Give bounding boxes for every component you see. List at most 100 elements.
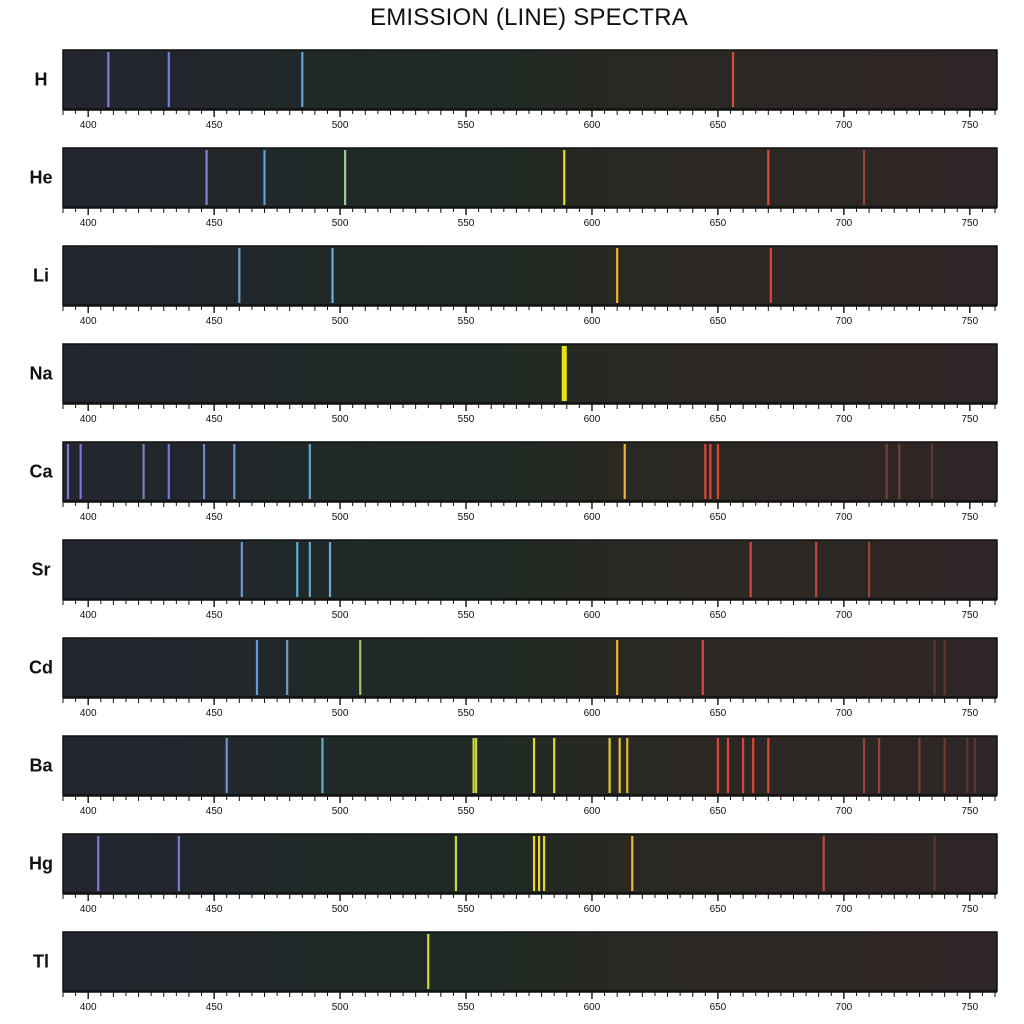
tick-label: 650 — [710, 610, 727, 621]
emission-line — [767, 738, 770, 793]
tick-label: 650 — [710, 1002, 727, 1013]
tick-label: 400 — [80, 708, 97, 719]
emission-line — [107, 52, 110, 107]
emission-line — [867, 542, 871, 597]
tick-label: 600 — [584, 120, 601, 131]
element-label: Na — [29, 364, 53, 384]
tick-label: 600 — [584, 904, 601, 915]
emission-line — [822, 836, 825, 891]
tick-label: 750 — [961, 610, 978, 621]
emission-line — [177, 836, 180, 891]
tick-label: 550 — [458, 316, 475, 327]
tick-label: 700 — [836, 904, 853, 915]
tick-label: 500 — [332, 414, 349, 425]
emission-line — [563, 150, 566, 205]
emission-line — [255, 640, 259, 695]
emission-line — [321, 738, 324, 793]
tick-label: 650 — [710, 904, 727, 915]
tick-label: 550 — [458, 512, 475, 523]
tick-label: 400 — [80, 904, 97, 915]
emission-line — [167, 444, 170, 499]
tick-label: 650 — [710, 806, 727, 817]
tick-label: 400 — [80, 806, 97, 817]
emission-line — [933, 640, 936, 695]
tick-label: 500 — [332, 708, 349, 719]
emission-line — [752, 738, 755, 793]
tick-label: 550 — [458, 806, 475, 817]
tick-label: 650 — [710, 316, 727, 327]
emission-line — [205, 150, 208, 205]
element-label: Ca — [29, 462, 53, 482]
emission-line — [472, 738, 475, 793]
emission-line — [918, 738, 921, 793]
spectrum-row: Hg 400 450 500 550 600 650 700 750 — [29, 833, 998, 915]
tick-label: 450 — [206, 708, 223, 719]
spectrum-row: He 400 450 500 550 600 650 700 750 — [29, 147, 998, 229]
tick-label: 500 — [332, 316, 349, 327]
spectrum-band — [62, 735, 998, 796]
tick-label: 550 — [458, 1002, 475, 1013]
emission-line — [631, 836, 634, 891]
emission-line — [930, 444, 934, 499]
emission-line — [616, 640, 619, 695]
emission-line — [973, 738, 976, 793]
tick-label: 400 — [80, 316, 97, 327]
spectrum-band — [62, 833, 998, 894]
tick-label: 600 — [584, 806, 601, 817]
tick-label: 700 — [836, 610, 853, 621]
emission-line — [561, 346, 567, 401]
tick-label: 750 — [961, 1002, 978, 1013]
tick-label: 450 — [206, 512, 223, 523]
tick-label: 700 — [836, 120, 853, 131]
emission-line — [704, 444, 707, 499]
tick-label: 700 — [836, 218, 853, 229]
tick-label: 500 — [332, 218, 349, 229]
emission-line — [966, 738, 969, 793]
tick-label: 650 — [710, 120, 727, 131]
element-label: Tl — [33, 952, 49, 972]
spectrum-band — [62, 441, 998, 502]
emission-line — [709, 444, 712, 499]
tick-label: 550 — [458, 904, 475, 915]
tick-label: 400 — [80, 218, 97, 229]
tick-label: 450 — [206, 806, 223, 817]
tick-label: 500 — [332, 806, 349, 817]
spectrum-row: Li 400 450 500 550 600 650 700 750 — [33, 245, 998, 327]
tick-label: 650 — [710, 414, 727, 425]
tick-label: 600 — [584, 218, 601, 229]
tick-label: 700 — [836, 806, 853, 817]
tick-label: 550 — [458, 610, 475, 621]
emission-line — [532, 738, 536, 793]
tick-label: 650 — [710, 708, 727, 719]
tick-label: 600 — [584, 708, 601, 719]
emission-line — [878, 738, 881, 793]
emission-line — [742, 738, 745, 793]
tick-label: 650 — [710, 218, 727, 229]
chart-title: EMISSION (LINE) SPECTRA — [370, 4, 688, 31]
tick-label: 550 — [458, 120, 475, 131]
tick-label: 750 — [961, 806, 978, 817]
spectrum-band — [62, 637, 998, 698]
tick-label: 450 — [206, 1002, 223, 1013]
emission-line — [701, 640, 704, 695]
element-label: H — [35, 70, 48, 90]
emission-line — [623, 444, 626, 499]
emission-line — [862, 150, 866, 205]
tick-label: 550 — [458, 708, 475, 719]
emission-line — [286, 640, 289, 695]
emission-line — [308, 444, 311, 499]
emission-line — [296, 542, 299, 597]
spectrum-band — [62, 49, 998, 110]
tick-label: 500 — [332, 904, 349, 915]
spectrum-row: Na 400 450 500 550 600 650 700 750 — [29, 343, 998, 425]
emission-line — [943, 738, 946, 793]
emission-line — [626, 738, 629, 793]
tick-label: 550 — [458, 218, 475, 229]
tick-label: 450 — [206, 316, 223, 327]
emission-line — [427, 934, 430, 989]
spectrum-row: H 400 450 500 550 600 650 700 750 — [35, 49, 998, 131]
emission-line — [608, 738, 611, 793]
emission-line — [537, 836, 541, 891]
spectrum-row: Sr 400 450 500 550 600 650 700 750 — [31, 539, 998, 621]
